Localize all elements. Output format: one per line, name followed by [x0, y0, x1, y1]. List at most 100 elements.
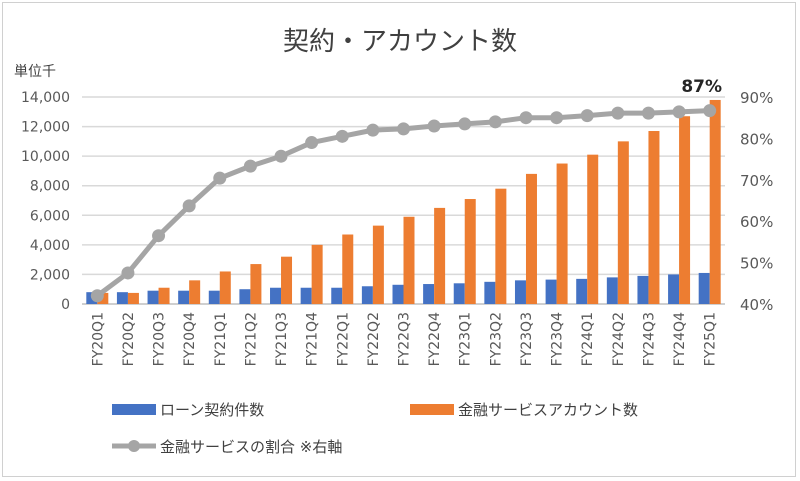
bar-loan — [116, 292, 128, 304]
bar-accounts — [648, 131, 660, 304]
y2-tick-label: 70% — [740, 172, 773, 190]
ratio-point — [366, 123, 380, 137]
ratio-point — [305, 136, 319, 150]
bar-loan — [392, 284, 404, 304]
ratio-point — [488, 115, 502, 129]
x-tick-label: FY22Q2 — [366, 312, 382, 366]
bar-accounts — [127, 292, 139, 304]
bar-loan — [637, 275, 649, 304]
bar-loan — [208, 290, 220, 304]
chart-title: 契約・アカウント数 — [283, 27, 517, 57]
ratio-point — [243, 159, 257, 173]
bar-accounts — [709, 99, 721, 304]
y2-tick-label: 50% — [740, 255, 773, 273]
bar-accounts — [617, 141, 629, 304]
x-tick-label: FY20Q4 — [182, 312, 198, 366]
bar-loan — [239, 289, 251, 304]
bar-accounts — [219, 271, 231, 304]
bar-accounts — [250, 264, 262, 304]
legend-marker-ratio — [128, 440, 140, 452]
bar-accounts — [679, 116, 691, 304]
y-unit-label: 単位千 — [14, 64, 56, 80]
ratio-point — [703, 104, 717, 118]
bar-accounts — [189, 280, 201, 304]
x-tick-label: FY21Q3 — [274, 312, 290, 366]
ratio-point — [458, 117, 472, 131]
x-tick-label: FY24Q4 — [672, 312, 688, 366]
bar-accounts — [464, 199, 476, 304]
y-tick-label: 12,000 — [21, 120, 70, 136]
ratio-point — [519, 111, 533, 125]
x-tick-label: FY20Q2 — [121, 312, 137, 366]
bar-loan — [545, 279, 557, 304]
bar-accounts — [372, 225, 384, 304]
ratio-point — [641, 106, 655, 120]
bar-loan — [147, 290, 159, 304]
ratio-point — [182, 199, 196, 213]
y2-tick-label: 40% — [740, 296, 773, 314]
x-tick-label: FY22Q1 — [335, 312, 351, 366]
x-tick-label: FY23Q3 — [519, 312, 535, 366]
ratio-point — [580, 109, 594, 123]
bar-accounts — [556, 163, 568, 304]
y2-tick-label: 90% — [740, 89, 773, 107]
bar-accounts — [158, 287, 170, 304]
y-tick-label: 10,000 — [21, 149, 70, 165]
y2-tick-label: 60% — [740, 213, 773, 231]
bar-loan — [484, 281, 496, 304]
ratio-point — [152, 229, 166, 243]
x-tick-label: FY24Q3 — [641, 312, 657, 366]
bar-loan — [300, 287, 312, 304]
x-tick-label: FY24Q2 — [611, 312, 627, 366]
y-tick-label: 6,000 — [30, 208, 70, 224]
y-tick-label: 0 — [61, 297, 70, 313]
bar-accounts — [587, 154, 599, 304]
x-tick-label: FY21Q1 — [213, 312, 229, 366]
legend-label-accounts: 金融サービスアカウント数 — [458, 401, 638, 419]
bar-accounts — [495, 188, 507, 304]
x-tick-label: FY24Q1 — [580, 312, 596, 366]
ratio-point — [550, 111, 564, 125]
ratio-point — [427, 119, 441, 133]
x-tick-label: FY22Q4 — [427, 312, 443, 366]
y2-tick-label: 80% — [740, 130, 773, 148]
y-tick-label: 2,000 — [30, 267, 70, 283]
ratio-point — [672, 105, 686, 119]
bar-accounts — [281, 256, 293, 304]
bar-loan — [514, 280, 526, 304]
legend: ローン契約件数 金融サービスアカウント数 金融サービスの割合 ※右軸 — [112, 401, 638, 456]
bar-loan — [331, 287, 343, 304]
bar-loan — [606, 277, 618, 304]
bar-loan — [423, 284, 435, 304]
x-tick-label: FY21Q4 — [305, 312, 321, 366]
y-tick-label: 8,000 — [30, 179, 70, 195]
bar-accounts — [434, 207, 446, 304]
bar-loan — [453, 283, 465, 304]
x-tick-label: FY25Q1 — [703, 312, 719, 366]
bar-loan — [698, 272, 710, 304]
bar-loan — [270, 287, 282, 304]
annotation-label: 87% — [681, 77, 722, 97]
bar-accounts — [342, 234, 354, 304]
ratio-point — [397, 122, 410, 136]
y-tick-label: 4,000 — [30, 238, 70, 254]
x-tick-label: FY23Q2 — [488, 312, 504, 366]
x-tick-label: FY22Q3 — [397, 312, 413, 366]
legend-swatch-loan — [112, 404, 156, 415]
x-tick-label: FY23Q1 — [458, 312, 474, 366]
bar-loan — [668, 274, 680, 304]
ratio-point — [611, 106, 625, 120]
ratio-point — [90, 289, 104, 303]
bar-loan — [178, 290, 190, 304]
x-tick-label: FY20Q3 — [152, 312, 168, 366]
bar-loan — [361, 286, 373, 304]
y-tick-label: 14,000 — [21, 90, 70, 106]
legend-swatch-accounts — [410, 404, 454, 415]
bar-accounts — [525, 173, 537, 304]
ratio-point — [274, 149, 288, 163]
bar-loan — [576, 278, 588, 304]
ratio-point — [213, 171, 227, 185]
x-tick-label: FY21Q2 — [243, 312, 259, 366]
